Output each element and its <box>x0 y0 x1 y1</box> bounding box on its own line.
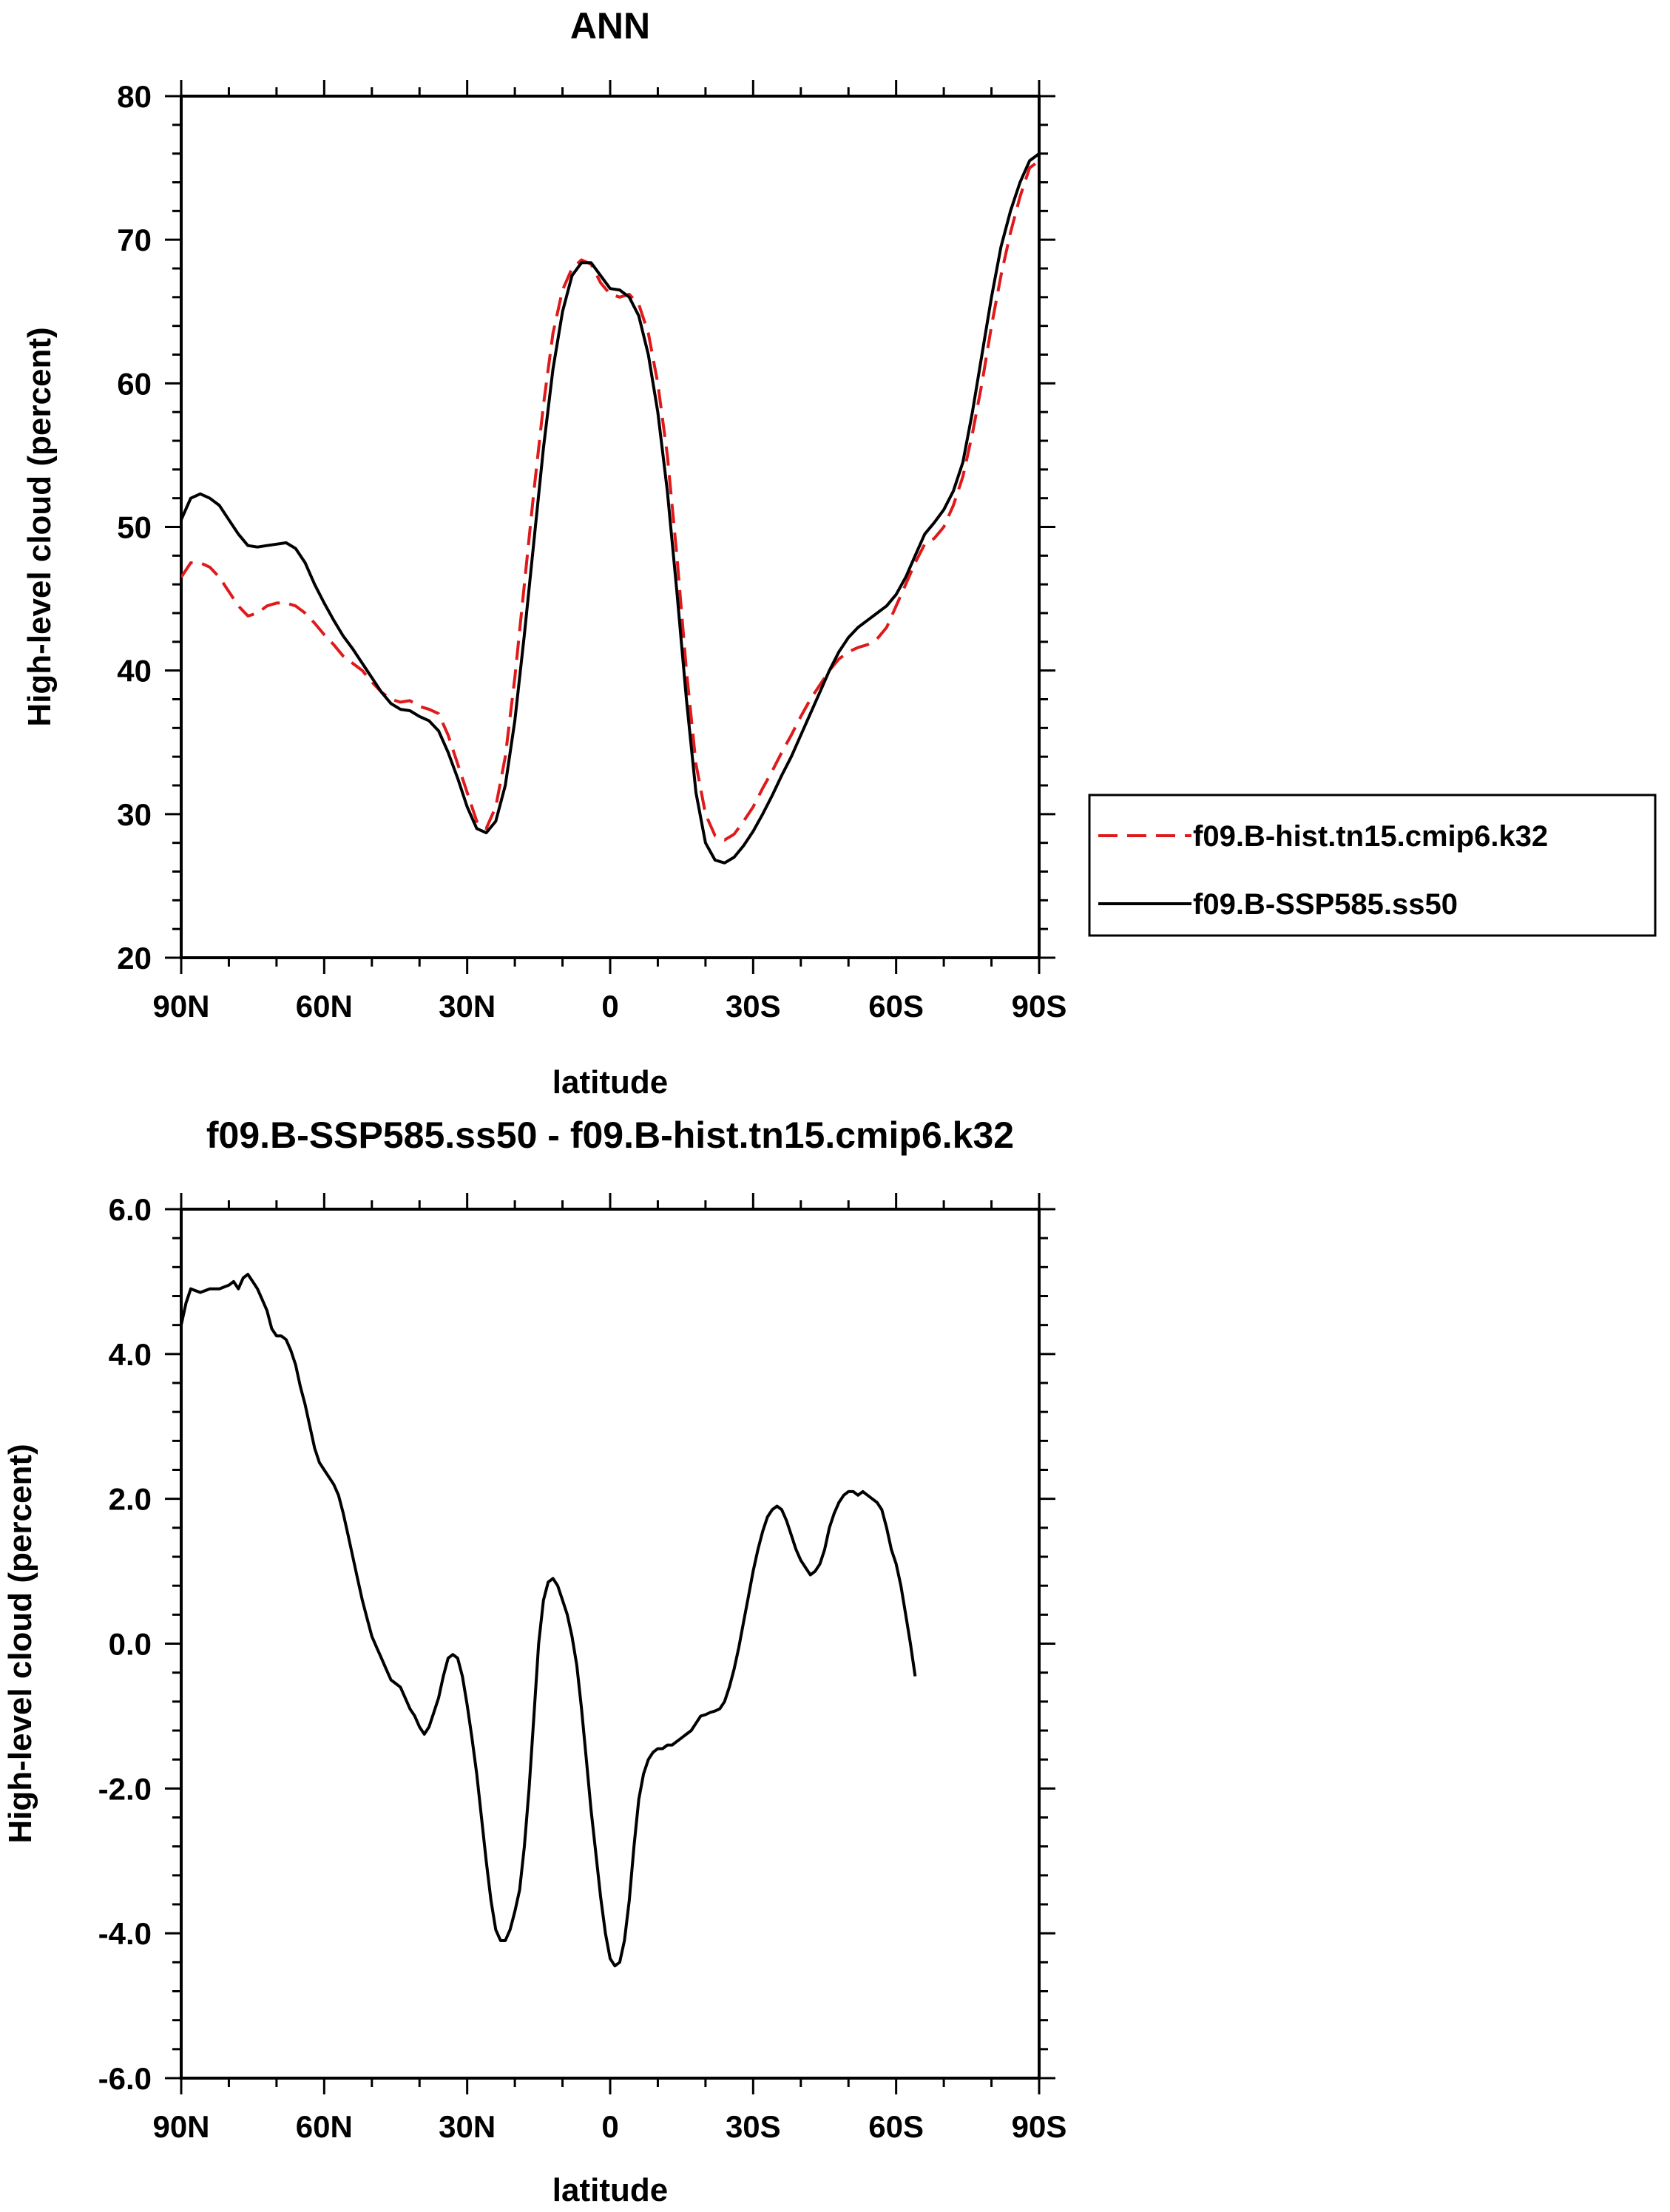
legend-box <box>1088 794 1657 937</box>
plot-frame <box>180 95 1041 959</box>
x-tick-label: 90N <box>152 2109 209 2144</box>
y-tick-label: 2.0 <box>109 1482 152 1517</box>
y-tick-label: 4.0 <box>109 1337 152 1372</box>
y-tick-label: 70 <box>117 223 152 257</box>
x-axis-label: latitude <box>552 1064 668 1100</box>
y-tick-label: 30 <box>117 797 152 832</box>
chart-title: ANN <box>570 5 650 47</box>
y-tick-label: 50 <box>117 510 152 545</box>
series-line-0 <box>181 1273 917 1968</box>
x-tick-label: 60S <box>868 989 924 1024</box>
x-tick-label: 0 <box>601 2109 618 2144</box>
x-tick-label: 0 <box>601 989 618 1024</box>
x-tick-label: 60S <box>868 2109 924 2144</box>
x-tick-label: 90S <box>1012 989 1067 1024</box>
y-tick-label: 6.0 <box>109 1192 152 1227</box>
x-tick-label: 30S <box>726 2109 781 2144</box>
y-tick-label: -6.0 <box>98 2061 152 2096</box>
y-axis-label: High-level cloud (percent) <box>2 1444 38 1843</box>
x-axis-label: latitude <box>552 2172 668 2208</box>
x-tick-label: 30N <box>439 989 496 1024</box>
y-axis-label: High-level cloud (percent) <box>21 327 58 726</box>
y-tick-label: 80 <box>117 79 152 114</box>
series-line-0 <box>181 159 1039 842</box>
x-tick-label: 90S <box>1012 2109 1067 2144</box>
y-tick-label: 60 <box>117 366 152 401</box>
legend-entry-1: f09.B-SSP585.ss50 <box>1193 888 1458 921</box>
chart-title: f09.B-SSP585.ss50 - f09.B-hist.tn15.cmip… <box>206 1115 1014 1156</box>
x-tick-label: 30N <box>439 2109 496 2144</box>
x-tick-label: 60N <box>296 989 353 1024</box>
x-tick-label: 90N <box>152 989 209 1024</box>
y-tick-label: -4.0 <box>98 1916 152 1951</box>
y-tick-label: -2.0 <box>98 1771 152 1806</box>
y-tick-label: 0.0 <box>109 1627 152 1662</box>
x-tick-label: 30S <box>726 989 781 1024</box>
y-tick-label: 20 <box>117 941 152 975</box>
legend-entry-0: f09.B-hist.tn15.cmip6.k32 <box>1193 820 1548 853</box>
y-tick-label: 40 <box>117 654 152 689</box>
x-tick-label: 60N <box>296 2109 353 2144</box>
series-line-1 <box>181 152 1039 865</box>
